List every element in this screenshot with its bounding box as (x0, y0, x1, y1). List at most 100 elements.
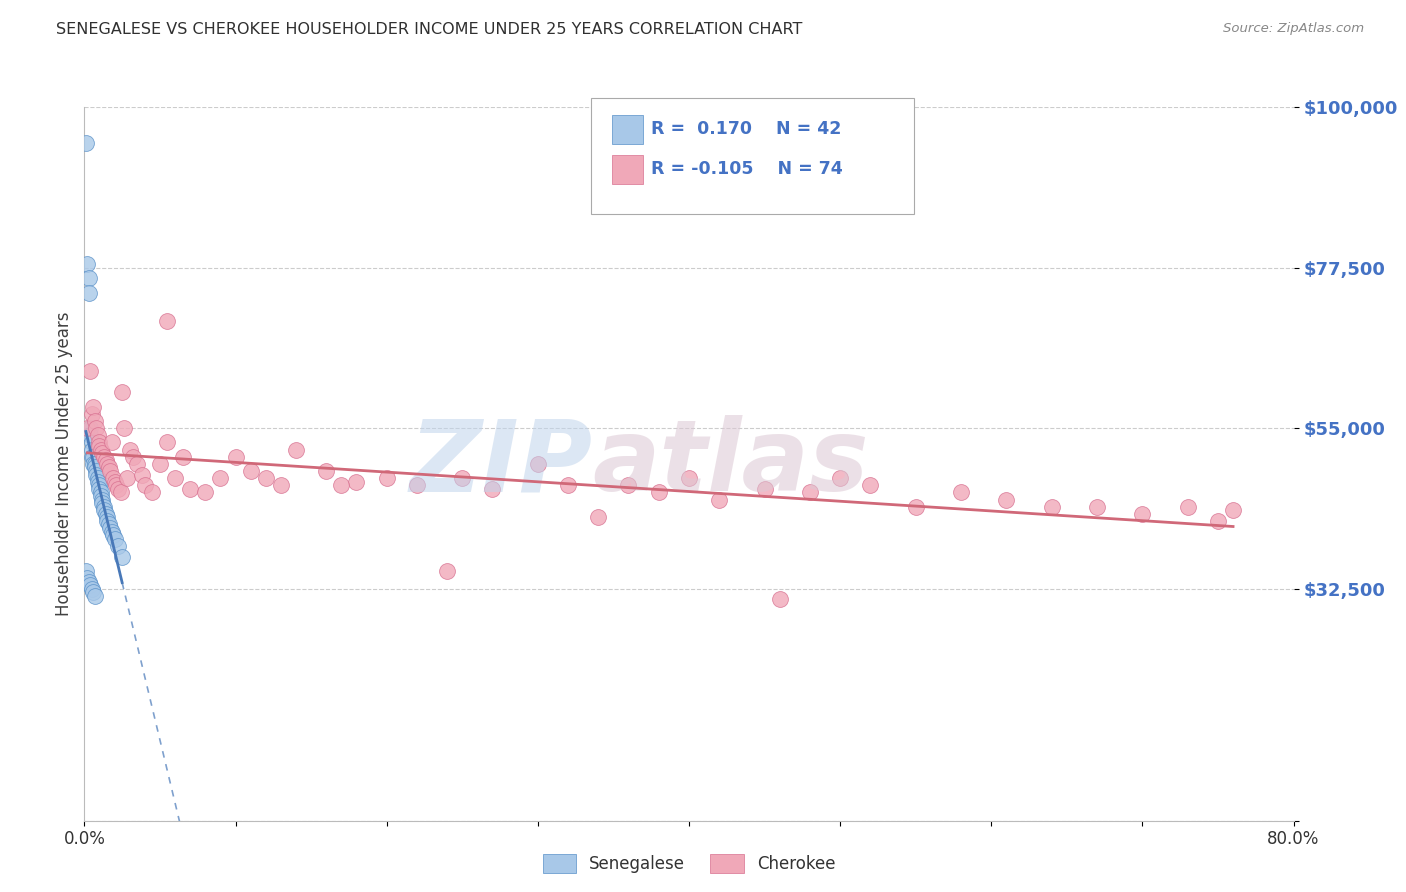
Point (77, 285, 100, 300)
Point (98, 521, 121, 535)
Point (105, 478, 128, 492)
Point (754, 482, 776, 496)
Point (127, 457, 149, 471)
Point (91, 446, 114, 460)
Point (90, 485, 112, 500)
Point (1222, 503, 1244, 517)
Point (107, 482, 129, 496)
Point (112, 421, 135, 435)
Point (406, 478, 429, 492)
Point (709, 492, 731, 507)
Point (156, 314, 179, 328)
Point (79, 364, 101, 378)
Point (111, 385, 134, 400)
Point (82, 400, 104, 414)
Point (84, 457, 107, 471)
Point (799, 485, 821, 500)
Text: R =  0.170    N = 42: R = 0.170 N = 42 (651, 120, 841, 138)
Point (79, 421, 101, 435)
Point (94, 453, 117, 467)
Point (80, 582, 103, 596)
Point (859, 478, 882, 492)
Point (163, 471, 186, 485)
Point (93, 500, 115, 514)
Point (77, 271, 100, 285)
Point (617, 478, 640, 492)
Point (94, 507, 117, 521)
Point (110, 485, 132, 500)
Point (375, 471, 398, 485)
Point (91, 492, 114, 507)
Point (82, 457, 104, 471)
Point (86, 464, 108, 478)
Point (82, 450, 104, 464)
Point (84, 589, 107, 603)
Point (118, 442, 141, 457)
Point (647, 485, 671, 500)
Point (75, 136, 97, 150)
Point (239, 464, 262, 478)
Point (107, 539, 129, 553)
Point (93, 450, 115, 464)
Point (950, 485, 973, 500)
Point (89, 435, 111, 450)
Point (346, 475, 368, 489)
Point (557, 478, 579, 492)
Point (115, 471, 138, 485)
Point (526, 457, 548, 471)
Point (76, 257, 98, 271)
Point (1177, 500, 1199, 514)
Y-axis label: Householder Income Under 25 years: Householder Income Under 25 years (55, 311, 73, 616)
Point (769, 592, 792, 607)
Point (87, 471, 110, 485)
Point (101, 528, 124, 542)
Point (86, 421, 108, 435)
Point (172, 450, 194, 464)
Point (179, 482, 201, 496)
Point (904, 500, 927, 514)
Text: R = -0.105    N = 74: R = -0.105 N = 74 (651, 161, 842, 178)
Point (104, 475, 127, 489)
Point (80, 450, 103, 464)
Text: SENEGALESE VS CHEROKEE HOUSEHOLDER INCOME UNDER 25 YEARS CORRELATION CHART: SENEGALESE VS CHEROKEE HOUSEHOLDER INCOM… (56, 22, 803, 37)
Point (100, 524, 122, 539)
Point (678, 471, 700, 485)
Point (1040, 500, 1063, 514)
Point (111, 549, 134, 564)
Point (76, 421, 98, 435)
Point (79, 578, 101, 592)
Point (86, 467, 108, 482)
Legend: Senegalese, Cherokee: Senegalese, Cherokee (536, 847, 842, 880)
Point (100, 435, 122, 450)
Point (87, 475, 110, 489)
Point (104, 532, 127, 546)
Point (194, 485, 217, 500)
Point (134, 478, 156, 492)
Point (284, 442, 308, 457)
Point (131, 467, 153, 482)
Point (84, 460, 107, 475)
Point (588, 510, 610, 524)
Point (96, 514, 118, 528)
Point (121, 450, 143, 464)
Point (315, 464, 337, 478)
Point (1085, 500, 1108, 514)
Point (97, 517, 120, 532)
Point (225, 450, 247, 464)
Point (451, 471, 474, 485)
Point (90, 489, 112, 503)
Point (1130, 507, 1153, 521)
Text: Source: ZipAtlas.com: Source: ZipAtlas.com (1223, 22, 1364, 36)
Point (101, 471, 124, 485)
Point (91, 496, 114, 510)
Point (80, 435, 103, 450)
Point (1206, 514, 1229, 528)
Point (93, 503, 115, 517)
Point (76, 571, 98, 585)
Point (90, 442, 112, 457)
Point (209, 471, 232, 485)
Point (84, 414, 107, 428)
Point (96, 510, 118, 524)
Text: ZIP: ZIP (409, 416, 592, 512)
Point (80, 442, 103, 457)
